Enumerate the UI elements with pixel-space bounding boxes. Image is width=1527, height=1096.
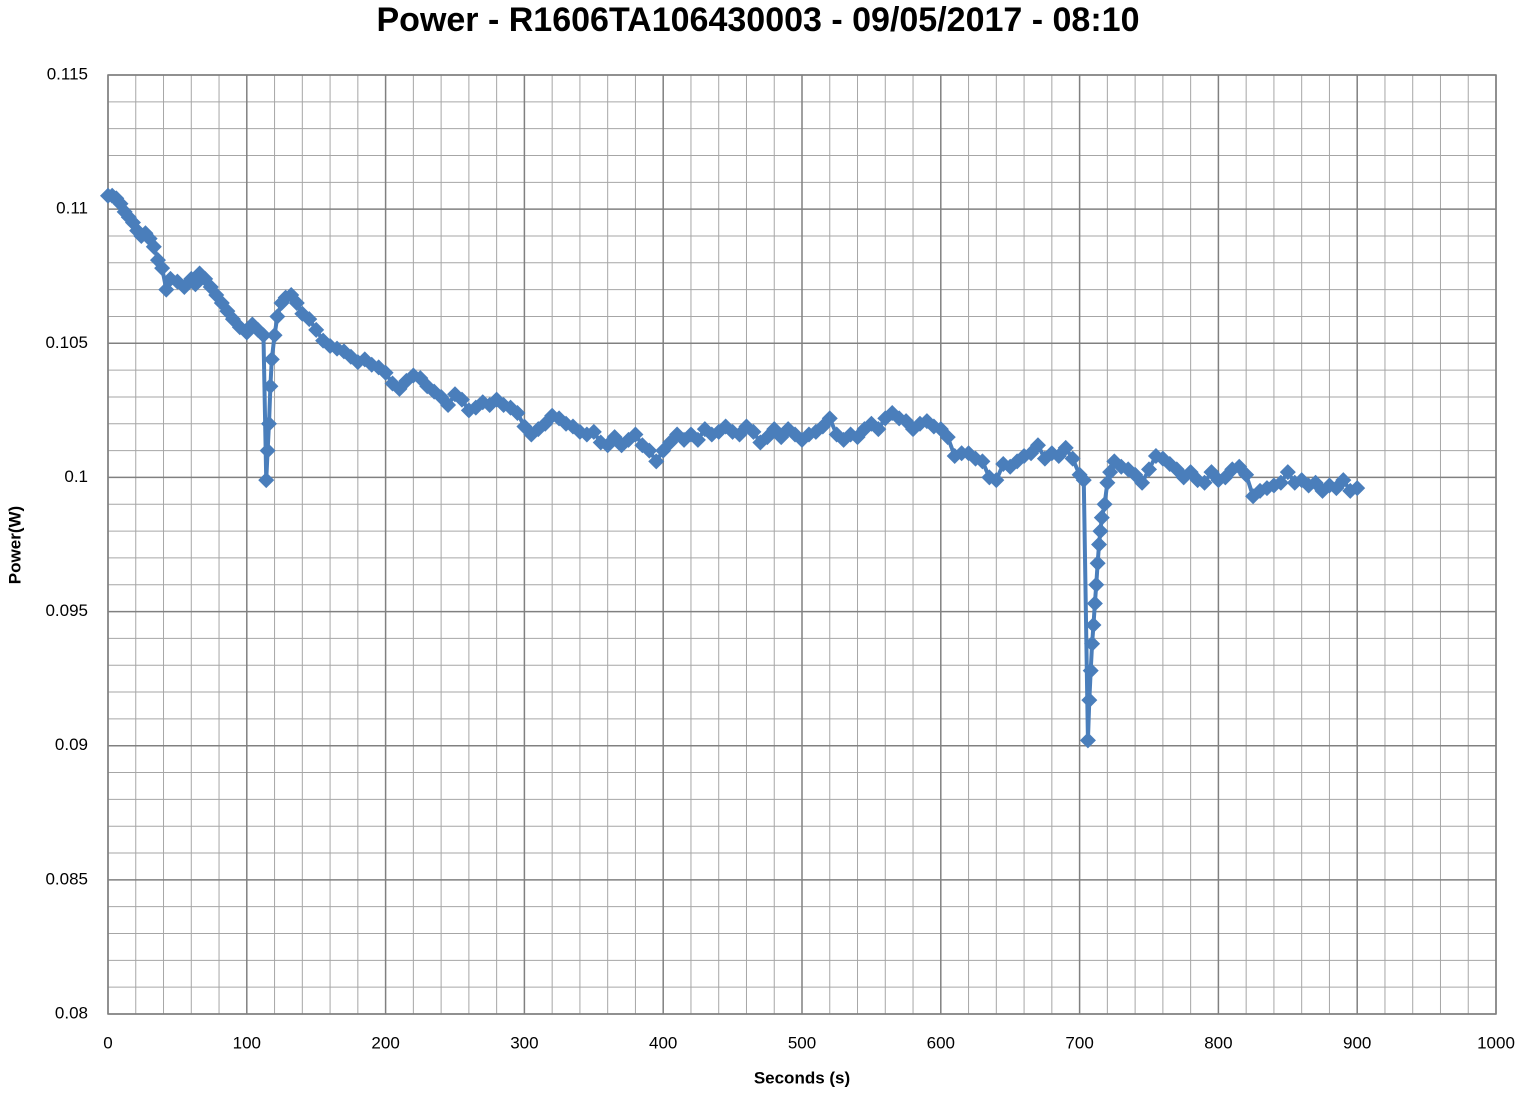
data-point — [1057, 439, 1074, 456]
data-point — [112, 195, 129, 212]
data-point — [1079, 732, 1096, 749]
data-point — [258, 472, 275, 489]
data-point — [301, 311, 318, 328]
data-point — [1084, 635, 1101, 652]
data-point — [641, 442, 658, 459]
y-tick-label: 0.105 — [45, 333, 88, 352]
plot-frame — [107, 74, 1497, 1015]
x-tick-label: 500 — [788, 1033, 816, 1052]
x-tick-label: 400 — [649, 1033, 677, 1052]
data-point — [266, 327, 283, 344]
data-point — [145, 238, 162, 255]
data-point — [1134, 474, 1151, 491]
data-point — [440, 396, 457, 413]
data-point — [453, 391, 470, 408]
data-point — [745, 423, 762, 440]
data-point — [116, 203, 133, 220]
data-point — [939, 429, 956, 446]
data-point — [1272, 474, 1289, 491]
data-point — [255, 327, 272, 344]
data-point — [288, 295, 305, 312]
data-point — [1075, 472, 1092, 489]
x-axis-label: Seconds (s) — [754, 1068, 850, 1087]
y-tick-label: 0.085 — [45, 869, 88, 888]
data-point — [1029, 437, 1046, 454]
data-point — [1088, 576, 1105, 593]
y-tick-label: 0.08 — [55, 1003, 88, 1022]
data-point — [627, 426, 644, 443]
y-tick-label: 0.115 — [47, 64, 88, 83]
data-point — [1349, 480, 1366, 497]
data-point — [821, 410, 838, 427]
data-point — [1238, 466, 1255, 483]
data-point — [502, 399, 519, 416]
x-tick-label: 200 — [371, 1033, 399, 1052]
data-point — [377, 364, 394, 381]
x-tick-label: 700 — [1065, 1033, 1093, 1052]
data-point — [974, 453, 991, 470]
data-point — [259, 442, 276, 459]
data-point — [1196, 474, 1213, 491]
data-point — [648, 453, 665, 470]
data-point — [1082, 662, 1099, 679]
x-tick-label: 300 — [510, 1033, 538, 1052]
y-tick-label: 0.095 — [45, 601, 88, 620]
data-point — [1064, 450, 1081, 467]
y-axis-label: Power(W) — [5, 506, 24, 584]
data-point — [585, 423, 602, 440]
x-tick-label: 1000 — [1477, 1033, 1515, 1052]
y-tick-label: 0.1 — [64, 467, 88, 486]
data-point — [988, 472, 1005, 489]
y-tick-label: 0.11 — [56, 199, 88, 218]
data-point — [308, 321, 325, 338]
data-point — [1279, 464, 1296, 481]
x-tick-label: 800 — [1204, 1033, 1232, 1052]
x-tick-label: 100 — [233, 1033, 261, 1052]
data-point — [261, 415, 278, 432]
data-point — [154, 260, 171, 277]
data-point — [269, 308, 286, 325]
data-point — [1081, 692, 1098, 709]
data-point — [262, 378, 279, 395]
data-point — [689, 431, 706, 448]
data-point — [1335, 472, 1352, 489]
data-point — [1089, 555, 1106, 572]
data-point — [263, 351, 280, 368]
data-point — [1092, 523, 1109, 540]
data-point — [1141, 461, 1157, 478]
data-point — [1085, 616, 1102, 633]
data-point — [1086, 595, 1103, 612]
x-tick-label: 600 — [927, 1033, 955, 1052]
data-point — [1091, 536, 1108, 553]
x-tick-label: 0 — [103, 1033, 112, 1052]
data-point — [1096, 496, 1113, 513]
data-point — [1093, 509, 1110, 526]
data-point — [870, 421, 887, 438]
x-tick-label: 900 — [1343, 1033, 1371, 1052]
y-tick-label: 0.09 — [55, 735, 88, 754]
data-point — [509, 405, 526, 422]
chart-title: Power - R1606TA106430003 - 09/05/2017 - … — [377, 1, 1140, 39]
